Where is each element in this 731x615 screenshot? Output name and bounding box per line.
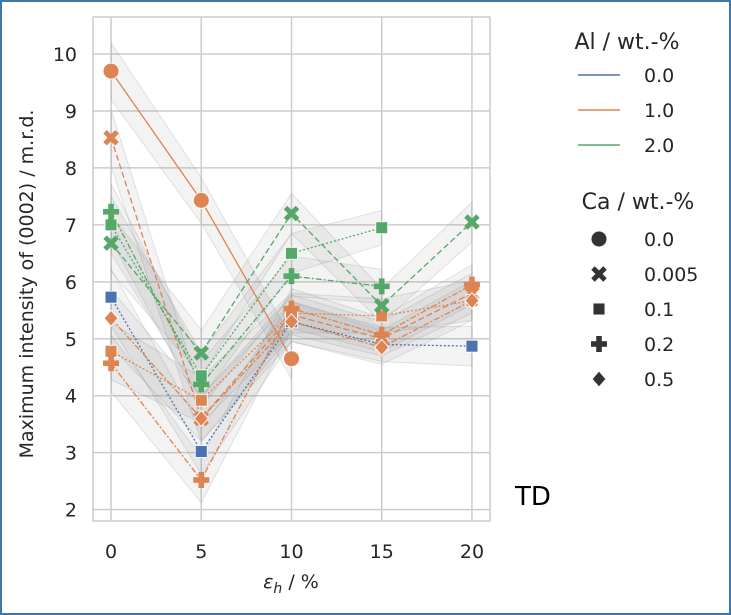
data-point-circle — [283, 350, 300, 368]
legend-label-al: 2.0 — [644, 135, 674, 157]
data-point-plus — [373, 278, 390, 295]
x-axis-ticks: 0 5 10 15 20 — [105, 541, 484, 563]
legend-label-ca: 0.005 — [644, 264, 698, 286]
data-point-x — [464, 214, 480, 230]
y-tick-label: 2 — [65, 500, 77, 522]
legend-label-ca: 0.5 — [644, 369, 674, 391]
y-tick-label: 9 — [65, 101, 77, 123]
legend-marker-diamond — [591, 370, 607, 388]
confidence-band — [110, 192, 473, 377]
data-point-diamond — [193, 409, 209, 428]
y-tick-label: 7 — [65, 215, 77, 237]
series-line — [110, 211, 382, 386]
data-point-plus — [193, 376, 210, 393]
legend-label-al: 0.0 — [644, 65, 674, 87]
data-point-plus — [103, 355, 120, 372]
y-tick-label: 3 — [65, 443, 77, 465]
y-tick-label: 8 — [65, 158, 77, 180]
y-tick-label: 6 — [65, 272, 77, 294]
data-point-plus — [283, 300, 300, 317]
data-point-square — [104, 290, 118, 304]
data-point-circle — [102, 62, 120, 80]
legend-title-ca: Ca / wt.-% — [582, 190, 695, 215]
data-point-diamond — [103, 309, 119, 328]
legend-title-al: Al / wt.-% — [574, 30, 679, 55]
x-axis-label: εh / % — [263, 571, 319, 597]
data-point-x — [193, 345, 210, 361]
data-point-x — [103, 129, 119, 146]
legend-label-ca: 0.2 — [644, 334, 674, 356]
legend-marker-plus — [591, 336, 607, 352]
data-point-diamond — [283, 312, 300, 331]
data-point-plus — [373, 326, 390, 343]
data-point-circle — [192, 191, 210, 209]
y-axis-ticks: 2 3 4 5 6 7 8 9 10 — [53, 44, 77, 522]
y-tick-label: 4 — [65, 386, 77, 408]
data-point-square — [375, 309, 389, 323]
y-tick-label: 10 — [53, 44, 77, 66]
x-tick-label: 15 — [370, 541, 394, 563]
data-point-x — [103, 235, 119, 251]
data-point-square — [285, 246, 298, 260]
y-tick-label: 5 — [65, 329, 77, 351]
x-tick-label: 20 — [460, 541, 484, 563]
y-axis-label: Maximum intensity of (0002) / m.r.d. — [16, 110, 38, 459]
legend-marker-x — [591, 266, 607, 282]
legend-label-ca: 0.0 — [644, 229, 674, 251]
data-point-square — [194, 445, 208, 459]
series-markers — [102, 62, 480, 488]
x-tick-label: 5 — [195, 541, 207, 563]
x-tick-label: 0 — [105, 541, 117, 563]
data-point-diamond — [374, 338, 390, 357]
legend-label-al: 1.0 — [644, 100, 674, 122]
data-point-diamond — [464, 291, 480, 310]
data-point-square — [465, 339, 479, 353]
data-point-plus — [283, 268, 300, 285]
data-point-plus — [103, 203, 120, 220]
legend-label-ca: 0.1 — [644, 299, 674, 321]
data-point-x — [283, 205, 300, 222]
td-annotation: TD — [514, 482, 551, 512]
data-point-plus — [463, 276, 480, 293]
data-point-plus — [193, 471, 210, 488]
data-point-square — [104, 218, 118, 232]
legend-marker-square — [592, 302, 606, 316]
data-point-square — [194, 393, 208, 407]
legend-marker-circle — [590, 230, 608, 248]
legend: Al / wt.-% 0.0 1.0 2.0 Ca / wt.-% 0.0 0.005 0.1… — [574, 30, 698, 391]
confidence-band — [110, 109, 473, 443]
x-tick-label: 10 — [279, 541, 303, 563]
data-point-square — [375, 221, 389, 235]
data-point-x — [373, 297, 390, 314]
confidence-band — [110, 40, 292, 381]
